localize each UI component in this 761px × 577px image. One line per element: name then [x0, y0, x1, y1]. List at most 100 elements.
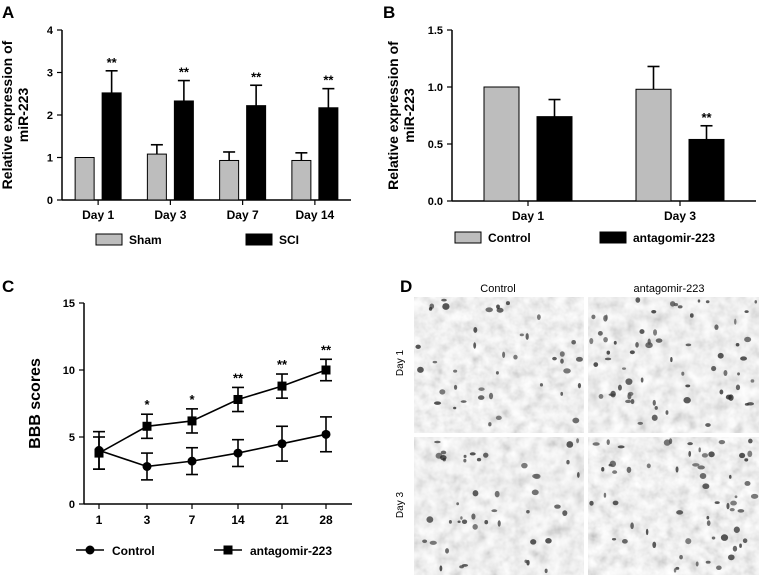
x-tick-label: Day 3: [154, 208, 186, 222]
cell-nucleus: [488, 422, 492, 427]
cell-nucleus: [563, 368, 571, 374]
cell-nucleus: [473, 327, 478, 333]
cell-nucleus: [478, 387, 485, 391]
legend-label: Control: [112, 544, 155, 558]
cell-nucleus: [629, 350, 635, 355]
cell-nucleus: [635, 342, 639, 348]
legend-label: antagomir-223: [250, 544, 332, 558]
cell-nucleus: [711, 366, 717, 372]
cell-nucleus: [496, 304, 500, 310]
legend-marker: [85, 545, 95, 555]
cell-nucleus: [415, 344, 421, 349]
histology-row-label-day3: Day 3: [395, 492, 406, 519]
histology-col-label-control: Control: [480, 283, 515, 295]
cell-nucleus: [685, 343, 692, 347]
panel-label-d: D: [400, 277, 412, 296]
cell-nucleus: [688, 450, 692, 457]
cell-nucleus: [463, 454, 467, 458]
cell-nucleus: [737, 372, 740, 376]
cell-nucleus: [609, 460, 617, 468]
cell-nucleus: [622, 367, 627, 370]
histology-image-control-day1: [414, 297, 584, 433]
cell-nucleus: [469, 452, 476, 456]
significance-label: **: [701, 110, 712, 125]
y-axis-label: miR-223: [15, 88, 31, 143]
cell-nucleus: [505, 301, 510, 306]
cell-nucleus: [728, 554, 735, 561]
cell-nucleus: [566, 459, 570, 465]
bar: [173, 100, 194, 201]
bar: [246, 105, 267, 201]
cell-nucleus: [445, 548, 449, 554]
cell-nucleus: [483, 452, 489, 458]
cell-nucleus: [669, 301, 676, 307]
histology-col-label-antagomir: antagomir-223: [634, 283, 705, 295]
cell-nucleus: [497, 520, 501, 527]
series-line: [98, 369, 327, 454]
data-point: [187, 416, 197, 426]
cell-nucleus: [706, 520, 711, 527]
histology-image-antagomir-day3: [588, 437, 759, 575]
cell-nucleus: [675, 466, 679, 473]
bar: [688, 138, 725, 202]
cell-nucleus: [526, 510, 530, 514]
significance-label: **: [321, 342, 332, 357]
cell-nucleus: [536, 314, 541, 321]
cell-nucleus: [439, 389, 446, 395]
cell-nucleus: [417, 366, 424, 373]
cell-nucleus: [591, 314, 596, 320]
cell-nucleus: [526, 559, 530, 566]
cell-nucleus: [610, 390, 616, 398]
y-tick-label: 10: [63, 365, 75, 377]
y-axis-label: Relative expression of: [385, 41, 401, 190]
cell-nucleus: [729, 508, 735, 512]
cell-nucleus: [706, 515, 710, 520]
cell-nucleus: [440, 450, 447, 455]
cell-nucleus: [705, 560, 711, 564]
cell-nucleus: [697, 465, 705, 470]
cell-nucleus: [685, 384, 691, 388]
cell-nucleus: [744, 310, 749, 313]
cell-nucleus: [613, 340, 617, 345]
cell-nucleus: [675, 566, 680, 570]
bar: [291, 159, 312, 201]
y-tick-label: 15: [63, 298, 75, 310]
cell-nucleus: [750, 493, 759, 499]
cell-nucleus: [665, 410, 669, 415]
cell-nucleus: [670, 357, 673, 363]
cell-nucleus: [545, 538, 552, 544]
cell-nucleus: [597, 331, 603, 336]
cell-nucleus: [717, 352, 724, 359]
cell-nucleus: [716, 565, 722, 571]
cell-nucleus: [711, 536, 716, 540]
cell-nucleus: [422, 539, 428, 543]
cell-nucleus: [589, 338, 594, 345]
cell-nucleus: [460, 516, 463, 520]
cell-nucleus: [611, 537, 617, 541]
cell-nucleus: [646, 463, 651, 469]
cell-nucleus: [598, 393, 604, 399]
cell-nucleus: [689, 313, 694, 318]
cell-nucleus: [572, 417, 580, 424]
cell-nucleus: [576, 438, 580, 444]
cell-nucleus: [714, 501, 720, 505]
cell-nucleus: [453, 406, 457, 410]
bar: [219, 159, 240, 201]
panel-label-a: A: [2, 3, 14, 22]
bar: [483, 86, 520, 202]
cell-nucleus: [617, 445, 625, 449]
cell-nucleus: [673, 568, 677, 573]
cell-nucleus: [651, 414, 658, 421]
cell-nucleus: [735, 343, 740, 347]
y-tick-label: 0.0: [428, 196, 443, 208]
cell-nucleus: [730, 500, 737, 506]
cell-nucleus: [603, 337, 608, 343]
cell-nucleus: [683, 397, 691, 404]
cell-nucleus: [654, 405, 658, 410]
cell-nucleus: [513, 354, 518, 360]
data-point: [187, 456, 197, 466]
cell-nucleus: [697, 299, 701, 303]
chart-a: 0 1 2 3 4 Relative expression of miR-223 Day 1 *…: [0, 25, 351, 247]
cell-nucleus: [679, 554, 683, 560]
